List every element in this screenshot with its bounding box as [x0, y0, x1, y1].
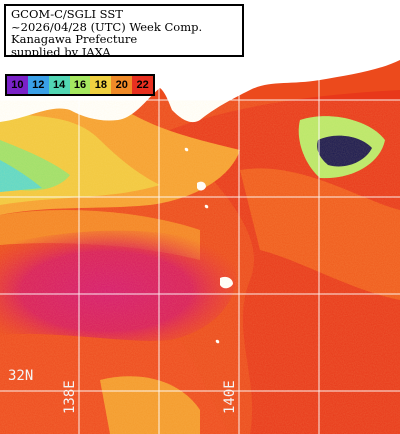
title-line-4: supplied by JAXA	[11, 44, 111, 57]
land-peninsula	[160, 73, 191, 105]
lat-label-32n: 32N	[8, 368, 34, 384]
legend-item-20: 20	[111, 76, 133, 94]
title-line-2: ~2026/04/28 (UTC) Week Comp.	[11, 19, 203, 34]
legend-item-12: 12	[27, 76, 49, 94]
legend-item-16: 16	[69, 76, 91, 94]
title-line-3: Kanagawa Prefecture	[11, 32, 138, 46]
legend-item-14: 14	[48, 76, 70, 94]
temperature-legend: 10 12 14 16 18 20 22	[5, 74, 155, 96]
lon-label-138e: 138E	[62, 380, 78, 414]
legend-item-18: 18	[90, 76, 112, 94]
legend-item-10: 10	[7, 76, 28, 94]
lon-label-140e: 140E	[222, 380, 238, 414]
title-box: GCOM-C/SGLI SST ~2026/04/28 (UTC) Week C…	[4, 4, 244, 57]
legend-item-22: 22	[132, 76, 153, 94]
title-line-1: GCOM-C/SGLI SST	[11, 7, 123, 21]
